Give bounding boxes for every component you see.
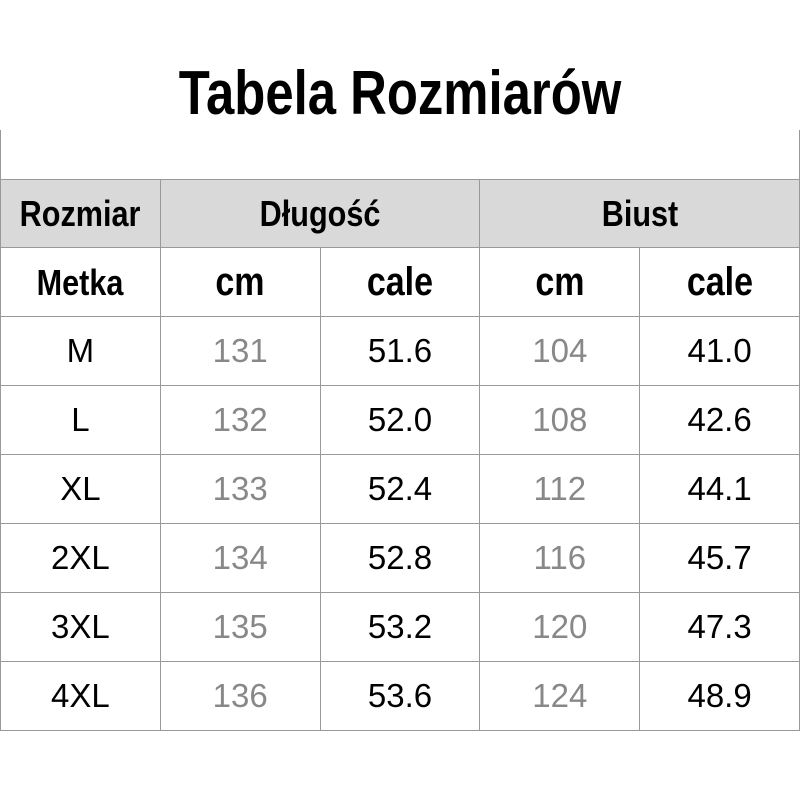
table-cell: M [0,316,161,386]
unit-header: cm [159,247,321,317]
table-cell: 45.7 [639,523,800,593]
group-row: Rozmiar Długość Biust [0,179,800,248]
table-cell: 124 [479,661,641,731]
unit-header-text: Metka [37,261,124,303]
border [0,130,1,180]
table-cell: 4XL [0,661,161,731]
unit-header: Metka [0,247,161,317]
table-cell-text: 120 [532,608,588,645]
table-cell-text: 116 [533,539,587,576]
table-cell-text: 41.0 [687,332,752,369]
table-cell: 42.6 [639,385,800,455]
table-cell: 52.8 [319,523,481,593]
table-cell-text: 48.9 [687,677,752,714]
table-cell-text: 45.7 [687,539,752,576]
unit-header-text: cale [366,259,434,304]
table-cell-text: 108 [532,401,588,438]
data-row: 2XL 134 52.8 116 45.7 [0,523,800,593]
unit-header-text: cale [686,259,753,304]
table-cell: 51.6 [319,316,481,386]
table-cell-text: 51.6 [367,332,433,369]
table-cell: 116 [479,523,641,593]
table-cell: 133 [159,454,321,524]
table-cell-text: 131 [212,332,268,369]
table-cell-text: 44.1 [687,470,752,507]
table-cell-text: 2XL [51,539,110,576]
table-cell-text: 133 [212,470,268,507]
table-cell: 41.0 [639,316,800,386]
table-cell-text: 47.3 [687,608,752,645]
data-row: XL 133 52.4 112 44.1 [0,454,800,524]
table-cell-text: 53.2 [367,608,433,645]
data-row: M 131 51.6 104 41.0 [0,316,800,386]
table-cell: 44.1 [639,454,800,524]
size-table: Rozmiar Długość Biust Metka cm cale cm cale M 131… [0,179,800,731]
table-cell-text: 4XL [51,677,110,714]
title: Tabela Rozmiarów [178,59,622,128]
table-cell: 53.2 [319,592,481,662]
table-cell-text: 104 [532,332,588,369]
table-cell: 104 [479,316,641,386]
table-cell: L [0,385,161,455]
data-row: L 132 52.0 108 42.6 [0,385,800,455]
unit-header: cale [319,247,481,317]
table-cell-text: 134 [212,539,268,576]
table-cell-text: 124 [532,677,588,714]
table-cell-text: L [71,401,90,438]
group-header: Długość [159,179,481,248]
unit-header: cm [479,247,641,317]
unit-header-text: cm [535,259,585,304]
table-cell: 48.9 [639,661,800,731]
table-cell: 52.4 [319,454,481,524]
unit-row: Metka cm cale cm cale [0,247,800,317]
table-cell-text: 52.8 [367,539,433,576]
table-cell-text: 53.6 [367,677,433,714]
unit-header-text: cm [215,259,265,304]
table-cell-text: XL [60,470,101,507]
table-cell-text: 132 [212,401,268,438]
table-cell: 108 [479,385,641,455]
table-cell: 134 [159,523,321,593]
table-cell: 132 [159,385,321,455]
table-cell: 3XL [0,592,161,662]
table-cell: 136 [159,661,321,731]
table-cell: 47.3 [639,592,800,662]
group-header-text: Rozmiar [20,192,141,234]
table-cell: 2XL [0,523,161,593]
table-cell: 53.6 [319,661,481,731]
data-row: 4XL 136 53.6 124 48.9 [0,661,800,731]
table-cell-text: 135 [212,608,268,645]
table-cell-text: 52.4 [367,470,433,507]
table-cell-text: M [66,332,95,369]
group-header-text: Długość [259,192,381,234]
group-header-text: Biust [601,192,678,234]
table-cell: 131 [159,316,321,386]
group-header: Biust [479,179,800,248]
group-header: Rozmiar [0,179,161,248]
table-cell-text: 136 [212,677,268,714]
table-cell: 52.0 [319,385,481,455]
unit-header: cale [639,247,800,317]
table-cell: 120 [479,592,641,662]
table-cell-text: 112 [533,470,587,507]
table-cell-text: 3XL [51,608,110,645]
table-cell-text: 42.6 [687,401,752,438]
table-cell: 112 [479,454,641,524]
data-row: 3XL 135 53.2 120 47.3 [0,592,800,662]
table-cell: 135 [159,592,321,662]
table-cell: XL [0,454,161,524]
table-cell-text: 52.0 [367,401,433,438]
